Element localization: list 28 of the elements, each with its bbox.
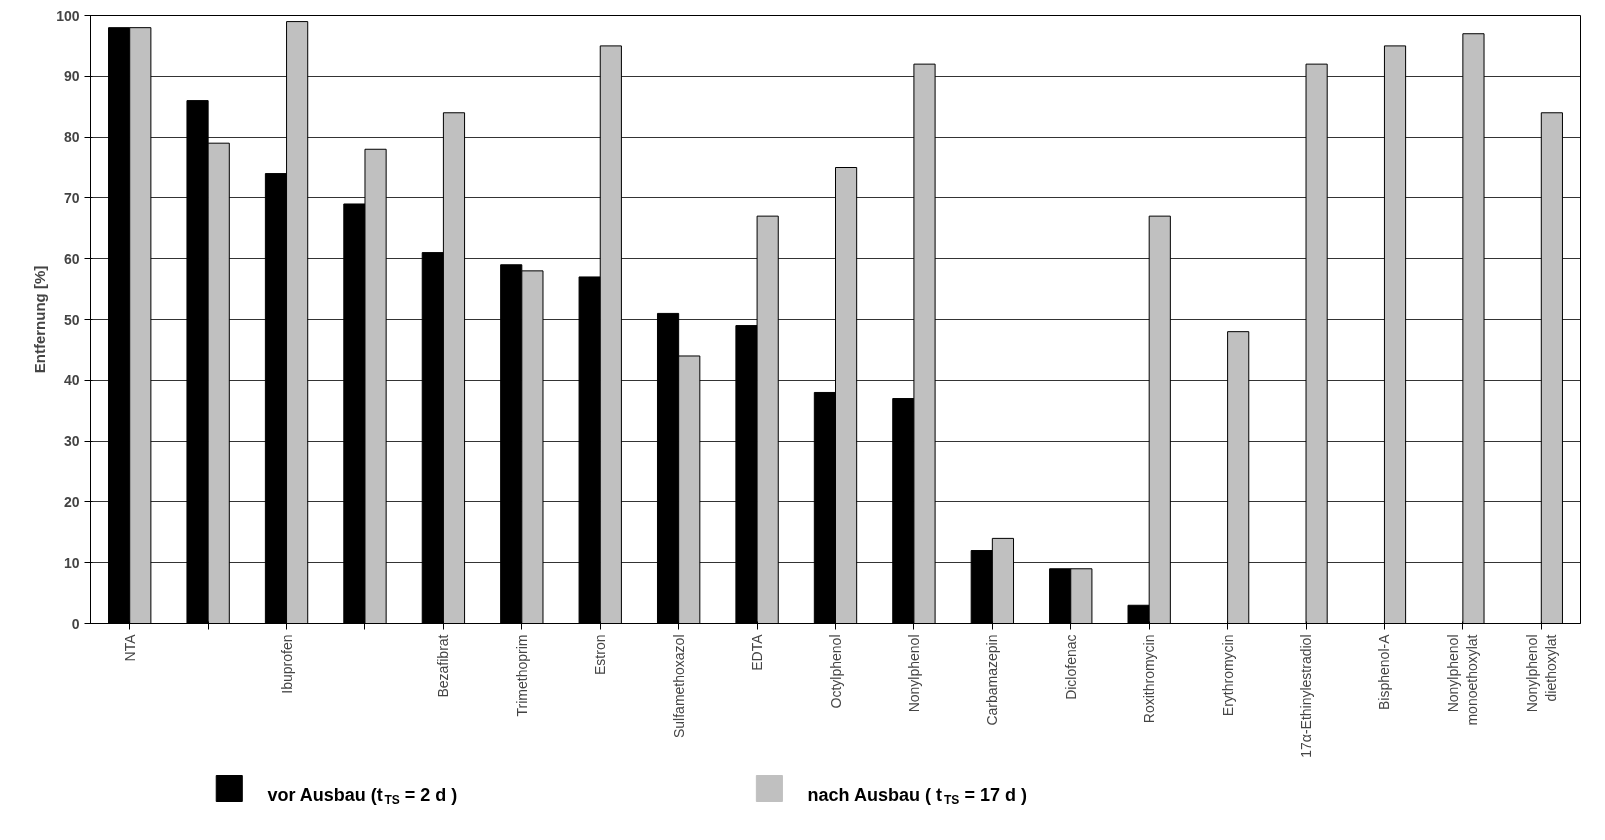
x-tick-label: Roxithromycin	[1141, 634, 1158, 724]
x-tick-label: Trimethoprim	[513, 634, 530, 717]
x-tick-label: Bisphenol-A	[1376, 633, 1393, 710]
y-tick-label: 20	[63, 493, 80, 510]
x-tick-label: Nonylphenol	[905, 634, 922, 713]
y-tick-label: 100	[56, 7, 80, 24]
y-tick-label: 40	[63, 372, 80, 389]
y-tick-label: 10	[63, 554, 80, 571]
x-tick-label: Ibuprofen	[278, 634, 295, 694]
x-tick-label: Estron	[592, 634, 609, 675]
x-tick-label: 17α-Ethinylestradiol	[1298, 634, 1315, 758]
x-tick-label: Diclofenac	[1062, 634, 1079, 700]
y-tick-label: 70	[63, 189, 80, 206]
y-tick-label: 0	[71, 615, 80, 632]
y-axis-title: Entfernung [%]	[31, 265, 49, 374]
y-tick-label: 80	[63, 129, 80, 146]
y-tick-label: 30	[63, 433, 80, 450]
x-tick-label: Bezafibrat	[435, 634, 452, 698]
x-tick-label: Octylphenol	[827, 634, 844, 709]
x-tick-label: Nonylphenol monoethoxylat	[1445, 634, 1481, 726]
x-tick-label: Sulfamethoxazol	[670, 634, 687, 738]
y-tick-label: 60	[63, 250, 80, 267]
y-tick-label: 90	[63, 68, 80, 85]
x-tick-label: NTA	[121, 633, 138, 662]
x-tick-label: EDTA	[749, 633, 766, 671]
x-tick-label: Erythromycin	[1219, 634, 1236, 717]
x-tick-label: Carbamazepin	[984, 634, 1001, 726]
y-tick-label: 50	[63, 311, 80, 328]
